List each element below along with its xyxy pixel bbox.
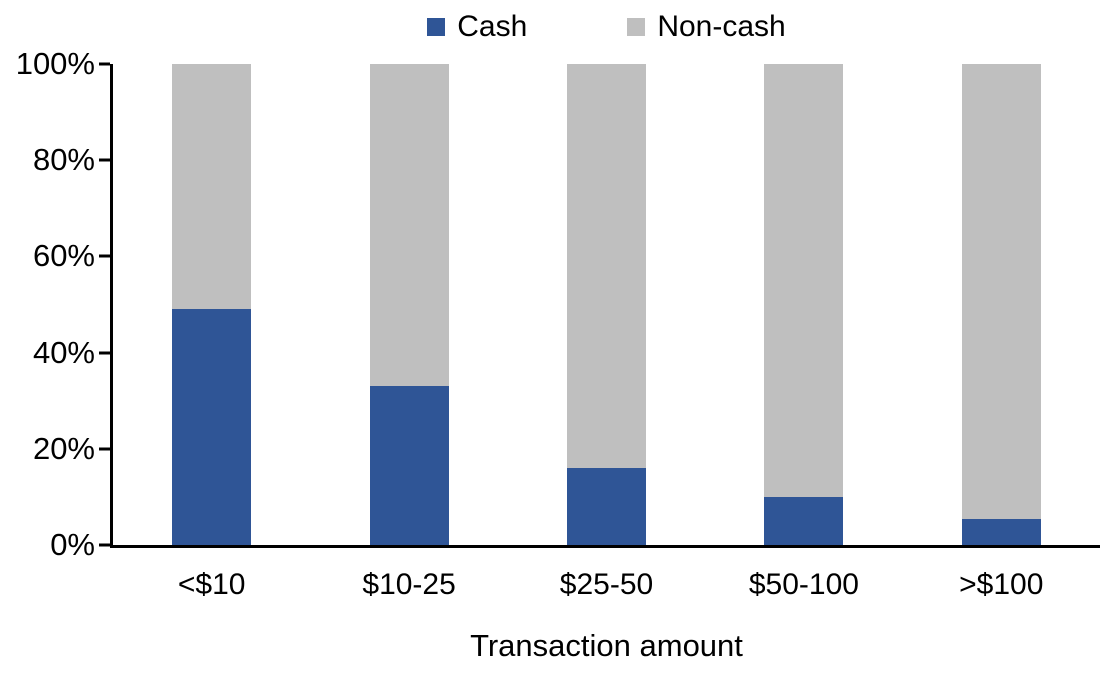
x-axis-labels: <$10 $10-25 $25-50 $50-100 >$100 [113, 568, 1100, 606]
cash-segment-50-100 [764, 496, 844, 545]
x-category-label-100: >$100 [959, 568, 1044, 601]
x-category-label-10-25: $10-25 [362, 568, 456, 601]
legend-label: Cash [457, 10, 528, 43]
chart-legend: Cash Non-cash [113, 8, 1100, 46]
x-category-label-10: <$10 [177, 568, 246, 601]
x-axis-title: Transaction amount [470, 628, 743, 663]
bar-25-50 [567, 64, 646, 545]
y-tick-label-40: 40% [32, 334, 95, 370]
bar-50-100 [764, 64, 844, 545]
cash-segment-10-25 [369, 386, 449, 545]
x-category-label-25-50: $25-50 [559, 568, 654, 601]
legend-item-non-cash: Non-cash [627, 8, 786, 46]
y-tick-label-60: 60% [32, 238, 95, 274]
cash-segment-10 [172, 309, 252, 545]
noncash-segment-100 [961, 64, 1041, 519]
non-cash-swatch-icon [627, 18, 646, 36]
cash-segment-25-50 [567, 468, 646, 545]
x-category-label-50-100: $50-100 [748, 568, 859, 601]
bar-10-25 [369, 64, 449, 545]
y-tick-label-0: 0% [50, 527, 95, 562]
cash-segment-100 [961, 518, 1041, 545]
y-tick-mark-100 [99, 62, 110, 66]
y-tick-mark-80 [99, 158, 110, 162]
y-axis-labels: 0% 20% 40% 60% 80% 100% [0, 46, 95, 562]
y-tick-label-80: 80% [32, 142, 95, 178]
noncash-segment-10 [172, 64, 252, 310]
y-tick-label-20: 20% [32, 430, 95, 466]
noncash-segment-25-50 [567, 64, 646, 469]
bar-100 [961, 64, 1041, 545]
y-tick-mark-40 [99, 351, 110, 355]
noncash-segment-10-25 [369, 64, 449, 387]
legend-label: Non-cash [657, 10, 786, 43]
y-tick-mark-20 [99, 447, 110, 451]
y-tick-mark-60 [99, 254, 110, 258]
noncash-segment-50-100 [764, 64, 844, 497]
cash-swatch-icon [427, 18, 446, 36]
plot-area [99, 62, 1100, 548]
bar-10 [172, 64, 252, 545]
legend-item-cash: Cash [427, 8, 527, 46]
y-tick-mark-0 [99, 543, 110, 547]
y-tick-label-100: 100% [15, 46, 95, 81]
